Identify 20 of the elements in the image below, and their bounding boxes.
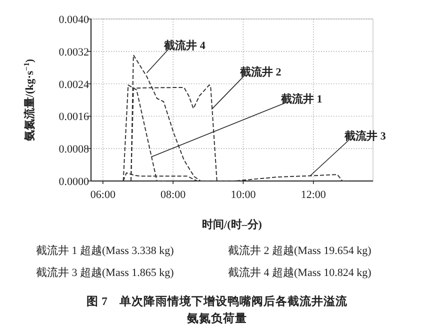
- y-tick-label: 0.0032: [58, 46, 89, 58]
- annotation: 截流井 3: [344, 130, 386, 143]
- text: 截流井 4 超越(Mass 10.824 kg): [228, 266, 372, 279]
- text: 截流井 3 超越(Mass 1.865 kg): [36, 266, 174, 279]
- text: 图 7 单次降雨情境下增设鸭嘴阀后各截流井溢流氨氮负荷量: [86, 294, 348, 325]
- annotation: 截流井 2: [239, 65, 282, 78]
- y-tick-label: 0.0024: [58, 78, 90, 91]
- x-tick-label: 06:00: [90, 189, 116, 201]
- annotation: 截流井 4: [163, 38, 206, 52]
- y-tick-label: 0.0008: [58, 144, 90, 156]
- x-tick-label: 08:00: [160, 189, 186, 201]
- text: 截流井 2 超越(Mass 19.654 kg): [228, 244, 372, 257]
- x-tick-label: 12:00: [300, 189, 326, 201]
- x-axis-title: 时间/(时–分): [202, 218, 262, 231]
- y-tick-label: 0.0016: [58, 111, 90, 124]
- x-tick-label: 10:00: [230, 189, 256, 201]
- y-tick-label: 0.0040: [58, 14, 90, 26]
- text: 截流井 1 超越(Mass 3.338 kg): [36, 244, 174, 257]
- y-tick-label: 0.0000: [58, 176, 90, 188]
- annotation: 截流井 1: [280, 92, 322, 106]
